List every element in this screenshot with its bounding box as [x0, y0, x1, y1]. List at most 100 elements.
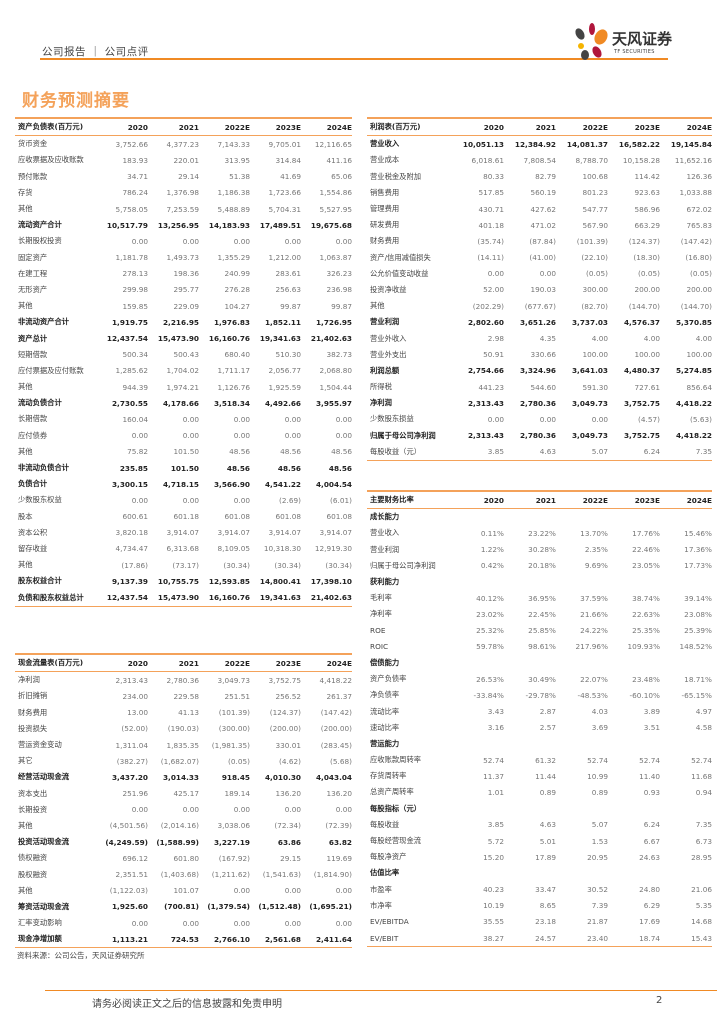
cell-value: 6.73	[695, 836, 712, 846]
cell-value: 4.97	[695, 707, 712, 717]
year-header: 2024E	[660, 490, 712, 510]
table-row: 应付债券 0.00 0.00 0.00 0.00 0.00	[15, 428, 352, 444]
row-label: 市净率	[370, 900, 392, 910]
cell-value: (30.34)	[274, 560, 301, 570]
year-header: 2023E	[608, 490, 660, 510]
cell-value: 3,049.73	[571, 398, 608, 408]
cell-value: 23.22%	[528, 528, 556, 538]
cell-value: 591.30	[582, 382, 608, 392]
cell-value: 411.16	[326, 155, 352, 165]
cell-value: 240.99	[224, 269, 250, 279]
cell-value: 4,010.30	[264, 772, 301, 782]
cell-value: 21,402.63	[301, 589, 352, 607]
cell-value: (30.34)	[325, 560, 352, 570]
cell-value: (1,981.35)	[211, 740, 250, 750]
table-row: 每股经营现金流 5.72 5.01 1.53 6.67 6.73	[367, 833, 712, 849]
table-row: 固定资产 1,181.78 1,493.73 1,355.29 1,212.00 1,06…	[15, 250, 352, 266]
table-row: 营业收入 0.11% 23.22% 13.70% 17.76% 15.46%	[367, 525, 712, 541]
cell-value: 4,043.04	[315, 772, 352, 782]
row-label: 投资损失	[18, 723, 48, 733]
cell-value: 0.00	[233, 805, 250, 815]
row-label: 负债和股东权益总计	[15, 589, 97, 607]
cell-value: 3,566.90	[213, 479, 250, 489]
cell-value: (5.63)	[690, 414, 712, 424]
table-header: 利润表(百万元) 2020 2021 2022E 2023E 2024E	[367, 117, 712, 137]
cell-value: 52.00	[483, 285, 504, 295]
row-label: 少数股东权益	[18, 495, 62, 505]
cell-value: 100.68	[582, 172, 608, 182]
cell-value: 786.24	[122, 188, 148, 198]
cell-value: 5,758.05	[115, 204, 149, 214]
cell-value: 22.63%	[632, 609, 660, 619]
cell-value: 4,418.22	[675, 431, 712, 441]
cell-value: 23.40	[556, 930, 608, 948]
cell-value: 5.07	[556, 443, 608, 461]
row-label: 所得税	[370, 382, 392, 392]
cell-value: (200.00)	[269, 724, 301, 734]
row-label: 股权融资	[18, 869, 48, 879]
table-row: 营业外收入 2.98 4.35 4.00 4.00 4.00	[367, 330, 712, 346]
cell-value: 25.32%	[476, 626, 504, 636]
cell-value: 283.61	[275, 269, 301, 279]
cell-value: 430.71	[478, 204, 504, 214]
cell-value: (0.05)	[586, 269, 608, 279]
table-row: 速动比率 3.16 2.57 3.69 3.51 4.58	[367, 720, 712, 736]
row-label: 投资净收益	[370, 284, 407, 294]
cell-value: 3,752.66	[115, 139, 149, 149]
table-header: 资产负债表(百万元) 2020 2021 2022E 2023E 2024E	[15, 117, 352, 137]
cell-value: 9,705.01	[268, 139, 302, 149]
cell-value: 2,313.43	[467, 398, 504, 408]
cell-value: 101.50	[173, 447, 199, 457]
cell-value: 724.53	[148, 931, 199, 949]
cell-value: 4.03	[591, 707, 608, 717]
year-header: 2022E	[556, 490, 608, 510]
cell-value: 217.96%	[575, 642, 608, 652]
row-label: 资产总计	[18, 333, 48, 343]
cell-value: 3,914.07	[166, 528, 200, 538]
cell-value: (14.11)	[477, 253, 504, 263]
row-label: 营运资金变动	[18, 740, 62, 750]
cell-value: 48.56	[226, 463, 250, 473]
cell-value: 30.28%	[528, 545, 556, 555]
cell-value: 1,113.21	[97, 931, 148, 949]
table-row: 折旧摊销 234.00 229.58 251.51 256.52 261.37	[15, 688, 352, 704]
cell-value: 1,493.73	[166, 253, 200, 263]
cell-value: 2,780.36	[519, 431, 556, 441]
row-label: 现金净增加额	[15, 931, 97, 949]
cell-value: 24.63	[639, 852, 660, 862]
cell-value: 2,561.68	[250, 931, 301, 949]
cell-value	[504, 865, 556, 881]
cell-value: 48.56	[277, 463, 301, 473]
cell-value: 0.00	[233, 918, 250, 928]
cell-value: 1,554.86	[319, 188, 353, 198]
cell-value: 2,351.51	[115, 870, 149, 880]
row-label: 营业外支出	[370, 349, 407, 359]
table-row: 利润总额 2,754.66 3,324.96 3,641.03 4,480.37 5,27…	[367, 363, 712, 379]
cell-value: 517.85	[478, 188, 504, 198]
cell-value: 4,492.66	[264, 398, 301, 408]
cell-value: 4.00	[695, 334, 712, 344]
cell-value: 48.56	[331, 447, 352, 457]
cell-value: (16.80)	[685, 253, 712, 263]
cell-value: 1,726.95	[315, 317, 352, 327]
cell-value: 1,285.62	[115, 366, 149, 376]
cell-value: 3,914.07	[319, 528, 353, 538]
cell-value: (4.62)	[279, 756, 301, 766]
table-row: 其他 5,758.05 7,253.59 5,488.89 5,704.31 5,527.…	[15, 201, 352, 217]
row-label: 公允价值变动收益	[370, 268, 429, 278]
report-type: 公司报告 ｜ 公司点评	[42, 46, 149, 58]
cell-value: 109.93%	[627, 642, 660, 652]
table-row: 其他 (1,122.03) 101.07 0.00 0.00 0.00	[15, 883, 352, 899]
cell-value: 22.45%	[528, 609, 556, 619]
cell-value: 0.94	[695, 787, 712, 797]
row-label: 在建工程	[18, 268, 48, 278]
year-header: 2024E	[301, 653, 352, 673]
row-label: 应付债券	[18, 430, 48, 440]
table-row: 公允价值变动收益 0.00 0.00 (0.05) (0.05) (0.05)	[367, 266, 712, 282]
row-label: EV/EBIT	[367, 930, 452, 948]
table-row: 非流动负债合计 235.85 101.50 48.56 48.56 48.56	[15, 460, 352, 476]
cell-value	[608, 574, 660, 590]
cell-value: 10,318.30	[263, 544, 301, 554]
row-label: 长期投资	[18, 804, 48, 814]
cell-value: 2,056.77	[268, 366, 302, 376]
